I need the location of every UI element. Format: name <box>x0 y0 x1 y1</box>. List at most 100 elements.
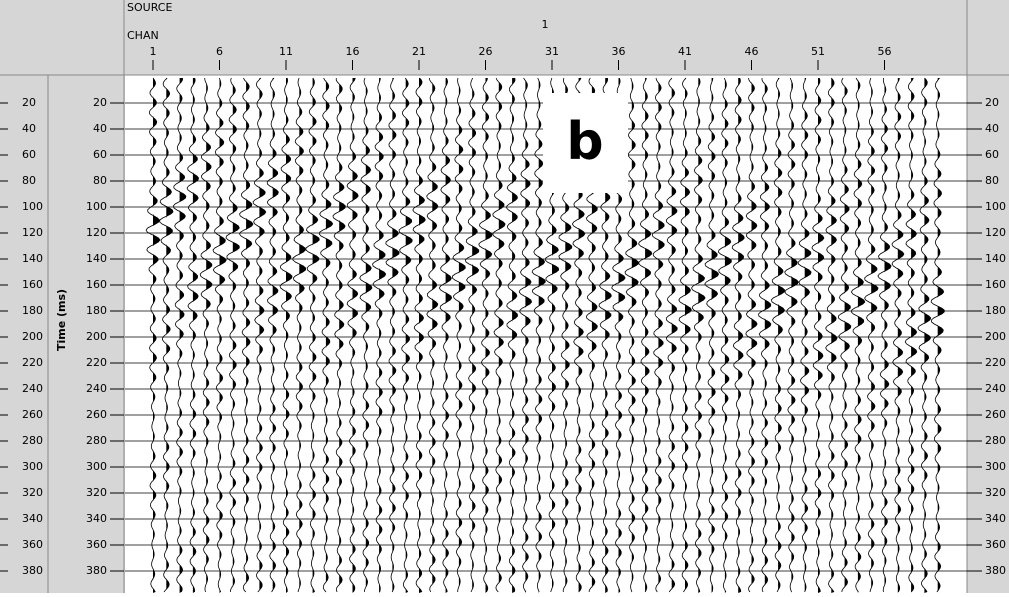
trace <box>252 77 267 593</box>
trace <box>506 77 519 593</box>
time-tick-label: 60 <box>22 148 36 161</box>
trace-fill <box>844 78 851 593</box>
time-tick-label: 120 <box>22 226 43 239</box>
source-value: 1 <box>542 18 549 31</box>
trace <box>917 77 932 593</box>
time-tick-label: 40 <box>93 122 107 135</box>
channel-tick-label: 21 <box>412 45 426 58</box>
trace <box>704 77 720 593</box>
trace-fill <box>192 78 199 593</box>
trace-fill <box>738 78 745 593</box>
time-tick-label: 140 <box>22 252 43 265</box>
trace <box>305 77 320 593</box>
time-tick-label: 240 <box>985 382 1006 395</box>
trace-fill <box>897 78 904 593</box>
trace-fill <box>325 78 333 593</box>
time-tick-label: 380 <box>86 564 107 577</box>
trace <box>850 77 866 593</box>
trace-fill <box>818 78 824 593</box>
trace-fill <box>485 78 492 593</box>
trace-fill <box>911 78 917 593</box>
time-tick-label: 140 <box>86 252 107 265</box>
trace <box>478 77 493 593</box>
time-tick-label: 180 <box>86 304 107 317</box>
channel-tick-label: 6 <box>216 45 223 58</box>
time-tick-label: 360 <box>86 538 107 551</box>
time-tick-label: 20 <box>985 96 999 109</box>
time-tick-label: 160 <box>985 278 1006 291</box>
trace <box>678 77 692 593</box>
trace-fill <box>458 78 466 593</box>
trace <box>426 77 439 593</box>
time-tick-label: 340 <box>86 512 107 525</box>
trace <box>318 77 334 593</box>
trace-fill <box>871 78 879 593</box>
channel-tick-label: 36 <box>612 45 626 58</box>
trace <box>784 77 799 593</box>
time-tick-label: 100 <box>86 200 107 213</box>
time-tick-label: 80 <box>93 174 107 187</box>
trace <box>292 77 307 593</box>
trace-fill <box>658 78 665 593</box>
trace <box>346 77 359 593</box>
trace <box>225 77 240 592</box>
channel-tick-label: 26 <box>479 45 493 58</box>
time-tick-label: 80 <box>22 174 36 187</box>
trace <box>825 77 838 593</box>
time-tick-label: 260 <box>86 408 107 421</box>
traces <box>145 77 945 593</box>
trace <box>531 77 546 593</box>
trace-fill <box>206 78 212 593</box>
time-tick-label: 320 <box>86 486 107 499</box>
trace <box>691 77 706 593</box>
time-tick-label: 60 <box>985 148 999 161</box>
time-tick-label: 280 <box>22 434 43 447</box>
time-tick-label: 320 <box>22 486 43 499</box>
trace-fill <box>339 78 346 593</box>
time-tick-label: 40 <box>22 122 36 135</box>
trace-fill <box>312 78 320 593</box>
time-tick-label: 140 <box>985 252 1006 265</box>
time-tick-label: 100 <box>22 200 43 213</box>
time-tick-label: 200 <box>86 330 107 343</box>
trace-fill <box>153 78 160 593</box>
trace <box>199 77 213 593</box>
time-tick-label: 360 <box>22 538 43 551</box>
trace-fill <box>512 78 518 593</box>
trace-fill <box>498 78 506 593</box>
trace-fill <box>605 78 612 593</box>
trace <box>638 77 653 593</box>
trace <box>731 77 745 593</box>
trace <box>891 77 905 593</box>
trace <box>451 77 466 593</box>
trace-fill <box>924 78 931 593</box>
channel-tick-label: 31 <box>545 45 559 58</box>
channel-tick-label: 1 <box>150 45 157 58</box>
time-tick-label: 220 <box>22 356 43 369</box>
trace <box>464 77 480 593</box>
source-label: SOURCE <box>127 1 172 14</box>
time-tick-label: 40 <box>985 122 999 135</box>
time-tick-label: 100 <box>985 200 1006 213</box>
trace <box>665 77 678 593</box>
chan-label: CHAN <box>127 29 159 42</box>
trace <box>758 78 772 593</box>
panel-label-box <box>543 93 628 193</box>
trace <box>624 77 639 593</box>
time-tick-label: 20 <box>22 96 36 109</box>
time-tick-label: 220 <box>86 356 107 369</box>
channel-tick-label: 51 <box>811 45 825 58</box>
trace <box>492 77 506 593</box>
time-tick-label: 340 <box>22 512 43 525</box>
trace-fill <box>445 78 452 593</box>
trace <box>930 77 945 593</box>
time-tick-label: 160 <box>86 278 107 291</box>
trace <box>797 77 812 593</box>
time-tick-label: 200 <box>985 330 1006 343</box>
time-tick-label: 300 <box>86 460 107 473</box>
trace <box>518 77 533 593</box>
trace-fill <box>831 78 838 593</box>
trace <box>186 77 200 593</box>
time-tick-label: 120 <box>86 226 107 239</box>
